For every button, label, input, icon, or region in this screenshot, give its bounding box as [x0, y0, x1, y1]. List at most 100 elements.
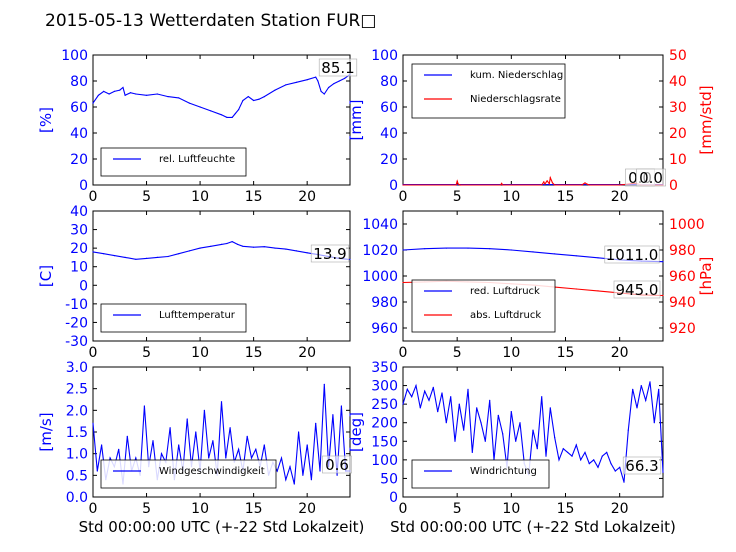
- y-tick-label: -10: [65, 297, 88, 313]
- x-axis-label: Std 00:00:00 UTC (+-22 Std Lokalzeit): [79, 518, 365, 536]
- data-point: [636, 407, 637, 408]
- data-point: [532, 430, 533, 431]
- data-point: [289, 466, 290, 467]
- data-point: [489, 400, 490, 401]
- data-point: [662, 472, 663, 473]
- value-readout: 945.0: [616, 281, 659, 299]
- data-point: [189, 250, 190, 251]
- data-point: [221, 401, 222, 402]
- y-tick-label: 40: [380, 126, 398, 142]
- data-point: [324, 384, 325, 385]
- data-point: [543, 181, 544, 182]
- data-point: [119, 90, 120, 91]
- data-point: [187, 418, 188, 419]
- data-point: [253, 100, 254, 101]
- panel-humidity: 0 5 10 15 20 0 20 40 60 80 100 [%] rel. Luftfeuchte 8…: [37, 48, 357, 205]
- data-point: [232, 117, 233, 118]
- data-point: [146, 258, 147, 259]
- data-point: [302, 475, 303, 476]
- data-point: [157, 93, 158, 94]
- data-point: [587, 184, 588, 185]
- data-point: [454, 441, 455, 442]
- y-tick-label: 2.0: [66, 403, 88, 419]
- x-axis-label: Std 00:00:00 UTC (+-22 Std Lokalzeit): [390, 518, 676, 536]
- data-point: [315, 77, 316, 78]
- x-tick-label: 0: [89, 345, 98, 361]
- y2-tick-label: 50: [669, 48, 687, 64]
- data-point: [480, 422, 481, 423]
- x-tick-label: 10: [191, 501, 209, 517]
- x-tick-label: 5: [142, 345, 151, 361]
- data-point: [662, 261, 663, 262]
- y2-tick-label: 1000: [669, 217, 705, 233]
- x-tick-label: 5: [453, 501, 462, 517]
- value-readout: 13.9: [313, 245, 346, 263]
- series-line-1: [403, 178, 663, 185]
- data-point: [437, 411, 438, 412]
- x-tick-label: 15: [557, 345, 575, 361]
- data-point: [332, 414, 333, 415]
- y-tick-label: 1.5: [66, 425, 88, 441]
- data-point: [554, 184, 555, 185]
- data-point: [558, 459, 559, 460]
- legend-entry: rel. Luftfeuchte: [159, 154, 235, 165]
- data-point: [456, 184, 457, 185]
- legend-entry: kum. Niederschlag: [470, 70, 563, 81]
- y-tick-label: 0: [389, 490, 398, 506]
- legend-entry: red. Luftdruck: [470, 286, 540, 297]
- y-tick-label: -20: [65, 315, 88, 331]
- x-tick-label: 0: [399, 345, 408, 361]
- data-point: [97, 470, 98, 471]
- data-point: [242, 246, 243, 247]
- value-readout: 0.6: [325, 456, 349, 474]
- x-tick-label: 10: [502, 189, 520, 205]
- data-point: [567, 452, 568, 453]
- x-tick-label: 20: [298, 189, 316, 205]
- data-point: [122, 87, 123, 88]
- panel-precip: 0 5 10 15 20 0 20 40 60 80 100 0 10 20 30 40 50 [mm] [mm/s…: [347, 48, 715, 205]
- data-point: [485, 441, 486, 442]
- data-point: [103, 253, 104, 254]
- data-point: [232, 241, 233, 242]
- data-point: [501, 183, 502, 184]
- data-point: [251, 457, 252, 458]
- y-tick-label: -30: [65, 334, 88, 350]
- data-point: [204, 410, 205, 411]
- data-point: [619, 467, 620, 468]
- x-tick-label: 0: [399, 189, 408, 205]
- data-point: [500, 184, 501, 185]
- data-point: [541, 396, 542, 397]
- data-point: [125, 257, 126, 258]
- data-point: [446, 422, 447, 423]
- y-tick-label: 200: [371, 416, 398, 432]
- data-point: [247, 436, 248, 437]
- data-point: [321, 91, 322, 92]
- data-point: [324, 93, 325, 94]
- data-point: [225, 457, 226, 458]
- y-tick-label: 150: [371, 434, 398, 450]
- y2-tick-label: 40: [669, 74, 687, 90]
- data-point: [654, 422, 655, 423]
- data-point: [264, 96, 265, 97]
- y-tick-label: 50: [380, 471, 398, 487]
- data-point: [237, 244, 238, 245]
- data-point: [195, 431, 196, 432]
- data-point: [92, 103, 93, 104]
- x-tick-label: 15: [245, 189, 263, 205]
- data-point: [103, 91, 104, 92]
- data-point: [571, 456, 572, 457]
- data-point: [576, 288, 577, 289]
- data-point: [619, 184, 620, 185]
- data-point: [411, 396, 412, 397]
- data-point: [135, 259, 136, 260]
- data-point: [584, 182, 585, 183]
- data-point: [563, 448, 564, 449]
- data-point: [467, 248, 468, 249]
- y2-tick-label: 920: [669, 321, 696, 337]
- data-point: [424, 248, 425, 249]
- data-point: [589, 184, 590, 185]
- y-tick-label: 1020: [362, 243, 398, 259]
- data-point: [178, 253, 179, 254]
- x-tick-label: 10: [191, 189, 209, 205]
- data-point: [597, 290, 598, 291]
